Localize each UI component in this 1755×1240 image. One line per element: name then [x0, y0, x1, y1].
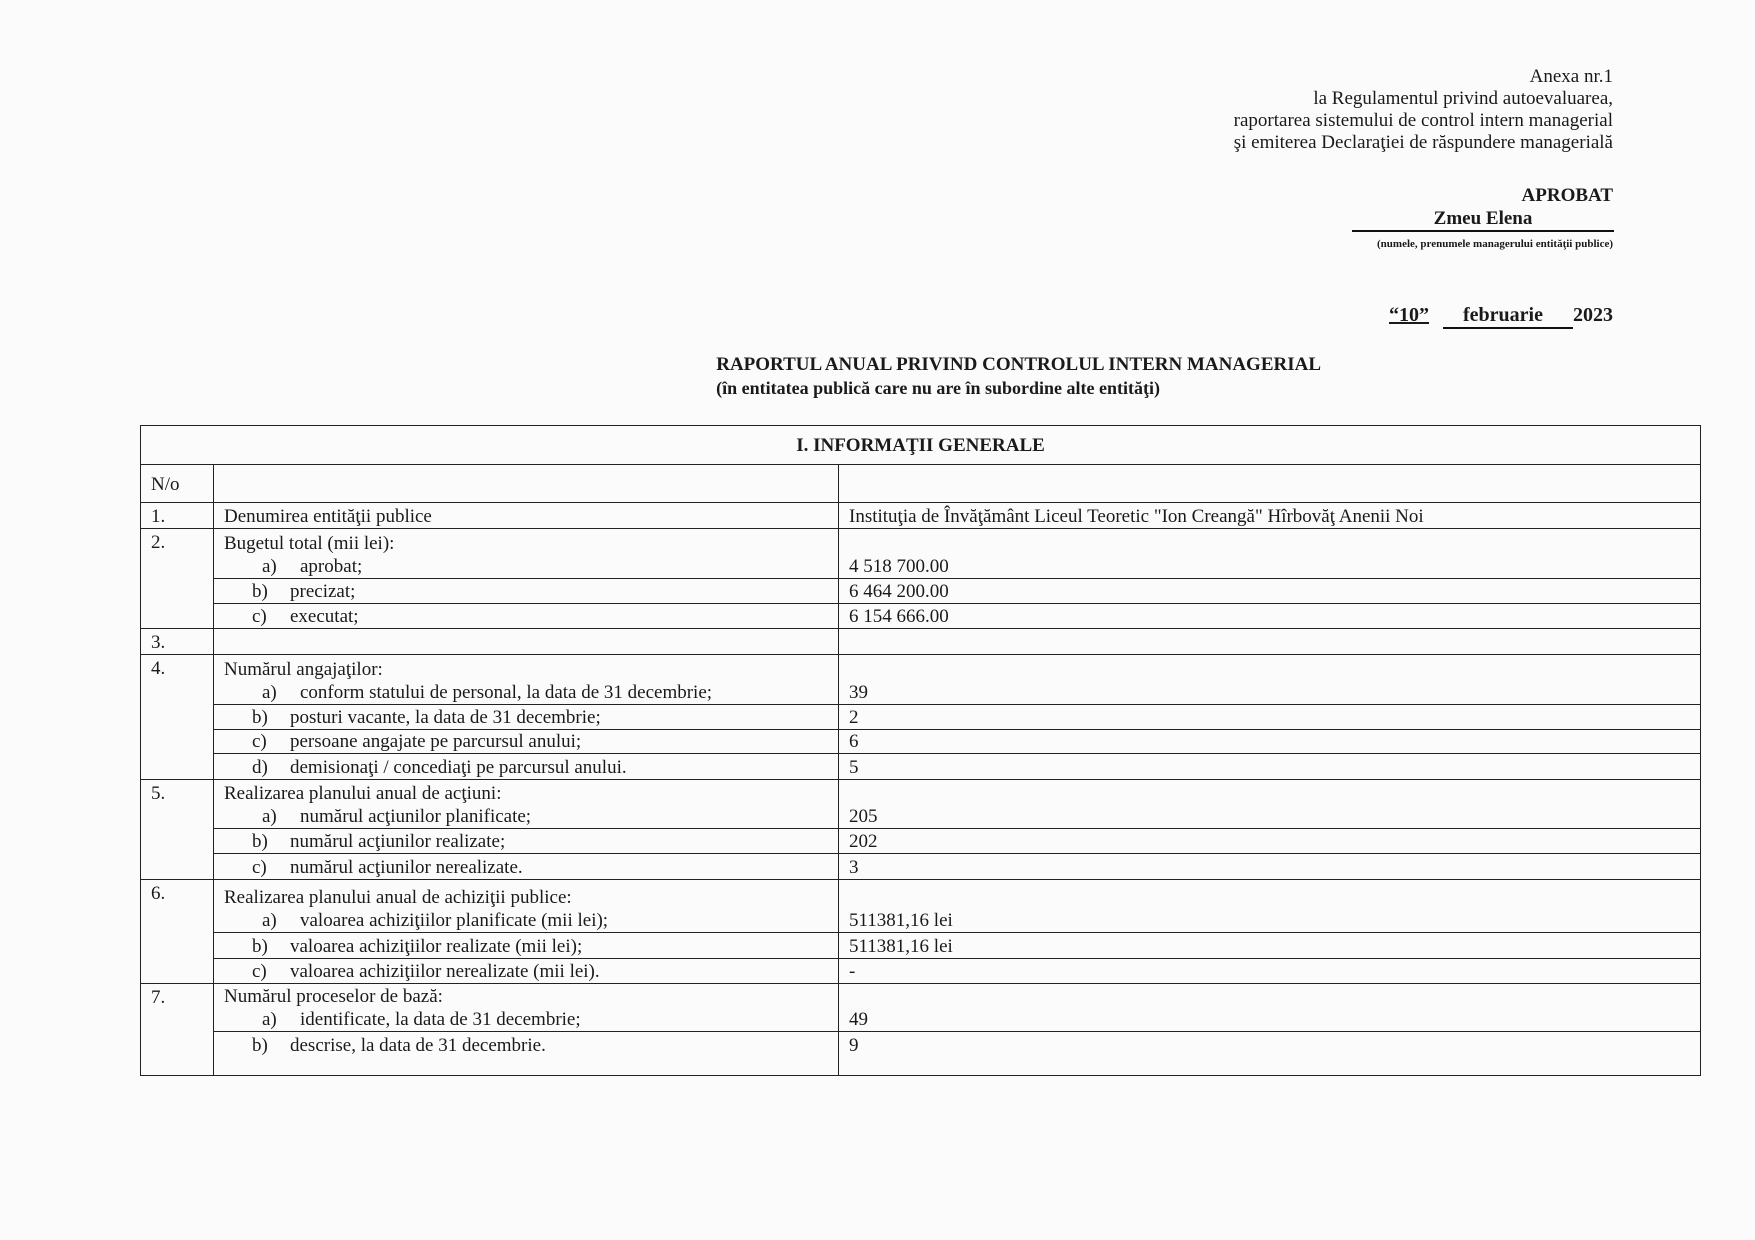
group-title: Realizarea planului anual de achiziţii p… [224, 887, 572, 908]
annex-header: Anexa nr.1 la Regulamentul privind autoe… [1234, 66, 1613, 154]
col-value-header [838, 464, 1701, 503]
row-value: 205 [838, 779, 1701, 829]
page-title: RAPORTUL ANUAL PRIVIND CONTROLUL INTERN … [716, 354, 1321, 375]
date-day: “10” [1389, 304, 1430, 326]
row-value: 6 154 666.00 [838, 603, 1701, 629]
item-letter: a) [262, 1009, 277, 1030]
row-value: 6 464 200.00 [838, 578, 1701, 604]
item-letter: b) [252, 1035, 268, 1056]
item-text: aprobat; [300, 556, 363, 577]
item-letter: a) [262, 556, 277, 577]
manager-name: Zmeu Elena [1352, 208, 1614, 232]
row-label: Realizarea planului anual de achiziţii p… [213, 879, 839, 933]
item-text: conform statului de personal, la data de… [300, 682, 713, 703]
row-number: 3. [140, 628, 214, 655]
group-title: Realizarea planului anual de acţiuni: [224, 783, 502, 804]
row-value: 202 [838, 828, 1701, 854]
item-letter: a) [262, 682, 277, 703]
approval-date: “10” februarie 2023 [1389, 304, 1613, 329]
page-subtitle: (în entitatea publică care nu are în sub… [716, 378, 1160, 398]
item-text: numărul acţiunilor nerealizate. [290, 857, 523, 878]
col-label-header [213, 464, 839, 503]
row-label: c) valoarea achiziţiilor nerealizate (mii… [213, 958, 839, 984]
row-value: 2 [838, 704, 1701, 730]
manager-note: (numele, prenumele managerului entităţii… [1377, 238, 1613, 250]
row-label: b) numărul acţiunilor realizate; [213, 828, 839, 854]
row-value: - [838, 958, 1701, 984]
row-value: 39 [838, 654, 1701, 705]
annex-line: la Regulamentul privind autoevaluarea, [1313, 88, 1613, 109]
annex-line: şi emiterea Declaraţiei de răspundere ma… [1233, 132, 1613, 153]
row-value: 511381,16 lei [838, 932, 1701, 959]
item-text: valoarea achiziţiilor planificate (mii l… [300, 910, 609, 931]
row-number: 4. [140, 654, 214, 780]
item-letter: a) [262, 806, 277, 827]
row-value: 3 [838, 853, 1701, 880]
item-letter: b) [252, 831, 268, 852]
group-title: Bugetul total (mii lei): [224, 533, 395, 554]
row-label: b) precizat; [213, 578, 839, 604]
row-number: 5. [140, 779, 214, 880]
row-value: Instituţia de Învăţământ Liceul Teoretic… [838, 502, 1701, 529]
row-label: c) numărul acţiunilor nerealizate. [213, 853, 839, 880]
item-text: executat; [290, 606, 359, 627]
general-info-table: I. INFORMAŢII GENERALE N/o 1. Denumirea e… [140, 425, 1701, 1076]
row-value [838, 628, 1701, 655]
row-value: 9 [838, 1031, 1701, 1076]
date-year: 2023 [1573, 304, 1613, 326]
annex-line: Anexa nr.1 [1529, 66, 1613, 87]
item-text: valoarea achiziţiilor nerealizate (mii l… [290, 961, 600, 982]
date-month: februarie [1443, 304, 1573, 329]
row-number: 6. [140, 879, 214, 984]
row-value: 511381,16 lei [838, 879, 1701, 933]
row-label: d) demisionaţi / concediaţi pe parcursul … [213, 753, 839, 780]
row-label: b) posturi vacante, la data de 31 decembr… [213, 704, 839, 730]
section-heading: I. INFORMAŢII GENERALE [140, 425, 1701, 465]
item-text: persoane angajate pe parcursul anului; [290, 731, 582, 752]
item-text: precizat; [290, 581, 356, 602]
group-title: Numărul proceselor de bază: [224, 986, 443, 1007]
item-text: numărul acţiunilor realizate; [290, 831, 506, 852]
item-text: posturi vacante, la data de 31 decembrie… [290, 707, 601, 728]
row-label: c) executat; [213, 603, 839, 629]
item-letter: c) [252, 961, 267, 982]
row-number: 2. [140, 528, 214, 629]
item-text: numărul acţiunilor planificate; [300, 806, 532, 827]
row-label: Numărul proceselor de bază: a) identificat… [213, 983, 839, 1032]
row-label: Denumirea entităţii publice [213, 502, 839, 529]
item-letter: b) [252, 581, 268, 602]
row-label [213, 628, 839, 655]
row-value: 6 [838, 729, 1701, 754]
item-letter: c) [252, 857, 267, 878]
row-value: 4 518 700.00 [838, 528, 1701, 579]
row-label: Numărul angajaţilor: a) conform statului d… [213, 654, 839, 705]
group-title: Numărul angajaţilor: [224, 659, 383, 680]
row-label: Realizarea planului anual de acţiuni: a) n… [213, 779, 839, 829]
row-label: c) persoane angajate pe parcursul anului; [213, 729, 839, 754]
item-letter: c) [252, 731, 267, 752]
row-value: 5 [838, 753, 1701, 780]
row-value: 49 [838, 983, 1701, 1032]
item-text: demisionaţi / concediaţi pe parcursul an… [290, 757, 627, 778]
row-number: 7. [140, 983, 214, 1076]
item-letter: c) [252, 606, 267, 627]
approved-label: APROBAT [1521, 185, 1613, 206]
item-text: descrise, la data de 31 decembrie. [290, 1035, 546, 1056]
item-text: identificate, la data de 31 decembrie; [300, 1009, 581, 1030]
item-letter: b) [252, 936, 268, 957]
row-label: b) descrise, la data de 31 decembrie. [213, 1031, 839, 1076]
row-label: Bugetul total (mii lei): a) aprobat; [213, 528, 839, 579]
item-letter: b) [252, 707, 268, 728]
row-label: b) valoarea achiziţiilor realizate (mii l… [213, 932, 839, 959]
item-text: valoarea achiziţiilor realizate (mii lei… [290, 936, 583, 957]
annex-line: raportarea sistemului de control intern … [1233, 110, 1613, 131]
item-letter: d) [252, 757, 268, 778]
row-number: 1. [140, 502, 214, 529]
item-letter: a) [262, 910, 277, 931]
col-no-header: N/o [140, 464, 214, 503]
